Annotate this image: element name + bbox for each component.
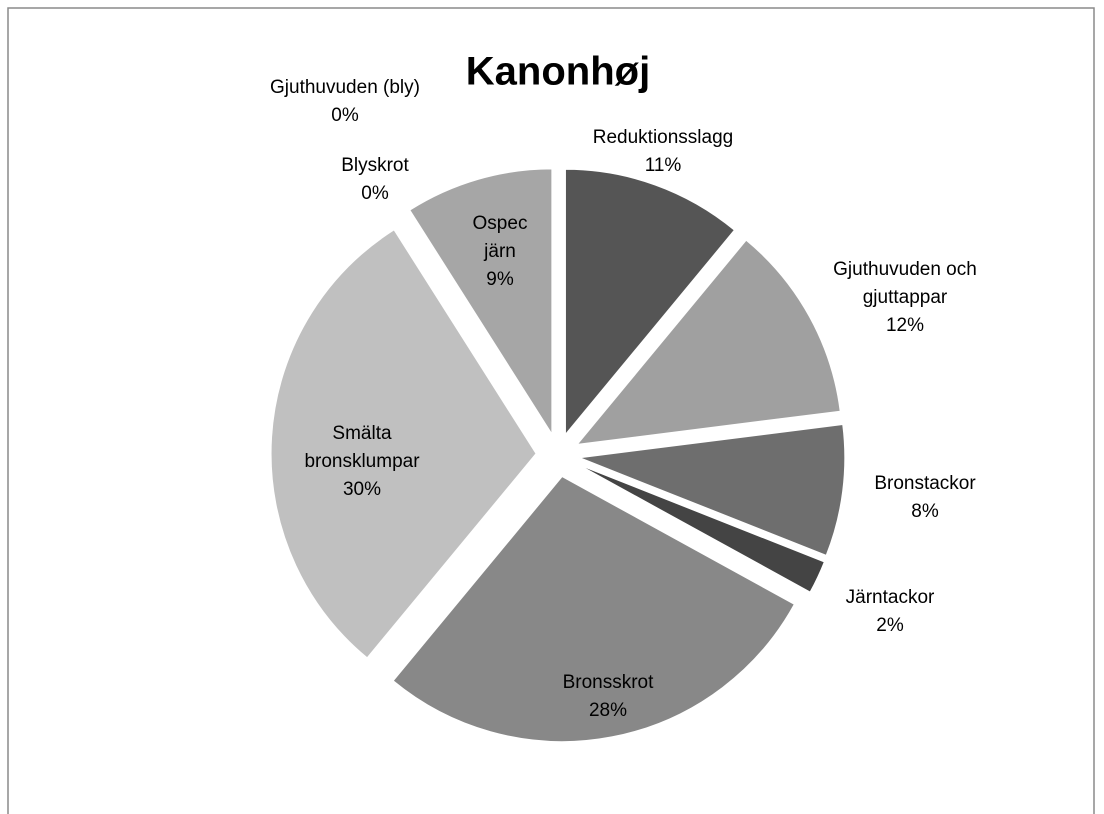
pie-slice bbox=[564, 168, 736, 436]
pie-slice bbox=[576, 239, 841, 446]
chart-frame bbox=[7, 7, 1095, 814]
slice-label: Bronstackor 8% bbox=[840, 470, 1010, 526]
category-label: Smälta bronsklumpar bbox=[304, 423, 420, 472]
value-label: 12% bbox=[885, 315, 925, 336]
pie-slice bbox=[392, 475, 796, 743]
value-label: 8% bbox=[911, 501, 939, 522]
category-label: Bronstackor bbox=[874, 473, 976, 494]
slice-label: Blyskrot 0% bbox=[300, 152, 450, 208]
pie-slice bbox=[577, 463, 825, 593]
category-label: Blyskrot bbox=[341, 155, 409, 176]
category-label: Järntackor bbox=[845, 587, 935, 608]
category-label: Reduktionsslagg bbox=[592, 127, 734, 148]
slice-label: Gjuthuvuden och gjuttappar 12% bbox=[820, 256, 990, 340]
value-label: 9% bbox=[486, 269, 514, 290]
category-label: Bronsskrot bbox=[562, 672, 654, 693]
category-label: Ospec järn bbox=[472, 213, 528, 262]
slice-label: Bronsskrot 28% bbox=[533, 669, 683, 725]
slice-label: Reduktionsslagg 11% bbox=[563, 124, 763, 180]
value-label: 11% bbox=[644, 155, 682, 176]
value-label: 0% bbox=[331, 105, 359, 126]
value-label: 28% bbox=[588, 700, 628, 721]
slice-label: Järntackor 2% bbox=[815, 584, 965, 640]
value-label: 30% bbox=[342, 479, 382, 500]
chart-title: Kanonhøj bbox=[465, 49, 651, 94]
value-label: 2% bbox=[876, 615, 904, 636]
category-label: Gjuthuvuden och gjuttappar bbox=[833, 259, 977, 308]
pie-slice bbox=[270, 229, 537, 659]
slice-label: Gjuthuvuden (bly) 0% bbox=[235, 74, 455, 130]
pie-slice bbox=[579, 423, 846, 556]
slice-label: Smälta bronsklumpar 30% bbox=[287, 420, 437, 504]
category-label: Gjuthuvuden (bly) bbox=[270, 77, 420, 98]
pie-slice bbox=[409, 168, 553, 436]
value-label: 0% bbox=[361, 183, 389, 204]
slice-label: Ospec järn 9% bbox=[460, 210, 540, 294]
